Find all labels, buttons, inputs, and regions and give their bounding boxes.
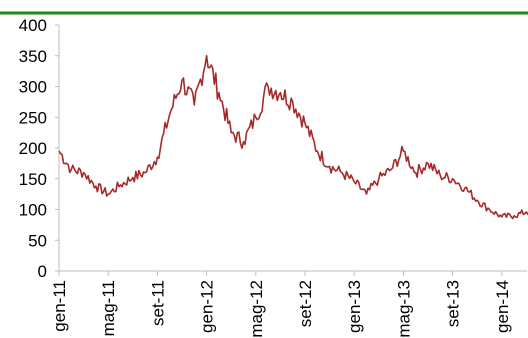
x-tick-label: set-12	[296, 280, 315, 327]
x-tick-label: gen-12	[198, 280, 217, 333]
x-tick-label: mag-12	[247, 280, 266, 338]
x-tick-label: gen-11	[50, 280, 69, 332]
x-tick-label: set-11	[148, 280, 167, 326]
x-axis: gen-11 mag-11 set-11 gen-12 mag-12 set-12 gen-…	[50, 271, 528, 338]
y-tick-label: 250	[19, 108, 47, 127]
x-tick-label: set-13	[444, 280, 463, 327]
y-tick-label: 400	[19, 16, 47, 35]
y-axis: 0 50 100 150 200 250 300 350 400	[19, 16, 59, 281]
y-tick-label: 150	[19, 170, 47, 189]
y-tick-label: 50	[28, 231, 47, 250]
y-tick-label: 200	[19, 139, 47, 158]
series-line	[59, 56, 528, 237]
y-tick-label: 300	[19, 78, 47, 97]
y-tick-label: 100	[19, 201, 47, 220]
y-tick-label: 0	[38, 262, 47, 281]
x-tick-label: mag-11	[99, 280, 118, 336]
series-area	[59, 56, 528, 237]
y-tick-label: 350	[19, 47, 47, 66]
x-tick-label: gen-14	[493, 280, 512, 333]
x-tick-label: gen-13	[345, 280, 364, 333]
x-tick-label: mag-13	[394, 280, 413, 338]
